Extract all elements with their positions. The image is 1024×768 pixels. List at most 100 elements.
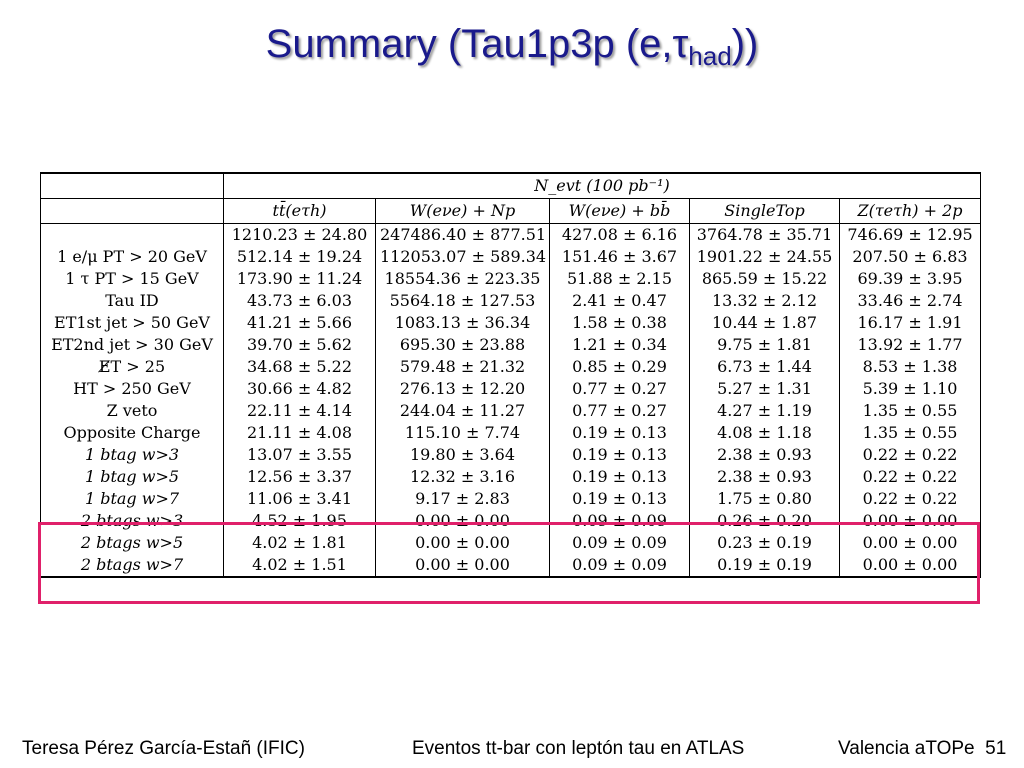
table-cell: 1.58 ± 0.38 [549, 312, 690, 334]
row-label: 1 btag w>7 [40, 488, 224, 510]
row-label: Tau ID [40, 290, 224, 312]
table-cell: 1.35 ± 0.55 [838, 422, 982, 444]
table-cell: 13.07 ± 3.55 [223, 444, 376, 466]
footer-venue-page: Valencia aTOPe 51 [838, 738, 1006, 760]
table-cell: 5.27 ± 1.31 [689, 378, 840, 400]
row-label: 2 btags w>7 [40, 554, 224, 578]
event-yield-table: N_evt (100 pb⁻¹) tt̄(eτh) W(eνe) + Np W(… [40, 172, 982, 578]
table-cell: 695.30 ± 23.88 [375, 334, 550, 356]
table-column-header-row: tt̄(eτh) W(eνe) + Np W(eνe) + bb̄ Single… [40, 198, 982, 224]
table-cell: 13.92 ± 1.77 [838, 334, 982, 356]
row-label: 1 btag w>5 [40, 466, 224, 488]
slide-title: Summary (Tau1p3p (e,τhad)) [0, 22, 1024, 72]
table-cell: 30.66 ± 4.82 [223, 378, 376, 400]
table-row: E̸T > 25 34.68 ± 5.22 579.48 ± 21.32 0.85 ±… [40, 356, 982, 378]
table-cell: 0.09 ± 0.09 [549, 532, 690, 554]
table-row: 2 btags w>3 4.52 ± 1.95 0.00 ± 0.00 0.09 ± … [40, 510, 982, 532]
table-cell: 0.00 ± 0.00 [375, 532, 550, 554]
table-group-header-row: N_evt (100 pb⁻¹) [40, 172, 982, 199]
table-cell: 21.11 ± 4.08 [223, 422, 376, 444]
table-cell: 6.73 ± 1.44 [689, 356, 840, 378]
table-row: 1 e/μ PT > 20 GeV 512.14 ± 19.24 112053.07… [40, 246, 982, 268]
table-row: ET1st jet > 50 GeV 41.21 ± 5.66 1083.13 ± … [40, 312, 982, 334]
table-cell: 39.70 ± 5.62 [223, 334, 376, 356]
table-cell: 69.39 ± 3.95 [838, 268, 982, 290]
table-cell: 0.09 ± 0.09 [549, 510, 690, 532]
table-cell: 1.21 ± 0.34 [549, 334, 690, 356]
results-table-container: N_evt (100 pb⁻¹) tt̄(eτh) W(eνe) + Np W(… [40, 172, 982, 596]
row-label: ET1st jet > 50 GeV [40, 312, 224, 334]
table-cell: 5.39 ± 1.10 [838, 378, 982, 400]
column-header: tt̄(eτh) [223, 198, 376, 224]
slide-title-close: )) [731, 22, 759, 66]
table-cell: 4.08 ± 1.18 [689, 422, 840, 444]
table-cell: 2.38 ± 0.93 [689, 466, 840, 488]
row-label: Z veto [40, 400, 224, 422]
table-row: 2 btags w>5 4.02 ± 1.81 0.00 ± 0.00 0.09 ± … [40, 532, 982, 554]
table-cell: 0.26 ± 0.20 [689, 510, 840, 532]
table-cell: 0.19 ± 0.13 [549, 444, 690, 466]
table-cell: 0.00 ± 0.00 [375, 554, 550, 578]
table-cell: 0.19 ± 0.13 [549, 466, 690, 488]
table-cell: 41.21 ± 5.66 [223, 312, 376, 334]
empty-corner-cell [40, 172, 224, 199]
table-cell: 0.85 ± 0.29 [549, 356, 690, 378]
table-body: 1210.23 ± 24.80 247486.40 ± 877.51 427.08 … [40, 223, 982, 578]
table-cell: 12.56 ± 3.37 [223, 466, 376, 488]
table-cell: 276.13 ± 12.20 [375, 378, 550, 400]
table-cell: 0.19 ± 0.19 [689, 554, 840, 578]
table-row: Opposite Charge 21.11 ± 4.08 115.10 ± 7.74… [40, 422, 982, 444]
table-cell: 0.22 ± 0.22 [838, 488, 982, 510]
table-cell: 4.02 ± 1.51 [223, 554, 376, 578]
table-row: 1 τ PT > 15 GeV 173.90 ± 11.24 18554.36 ± … [40, 268, 982, 290]
table-cell: 43.73 ± 6.03 [223, 290, 376, 312]
table-cell: 16.17 ± 1.91 [838, 312, 982, 334]
table-cell: 33.46 ± 2.74 [838, 290, 982, 312]
table-cell: 10.44 ± 1.87 [689, 312, 840, 334]
table-cell: 244.04 ± 11.27 [375, 400, 550, 422]
table-cell: 9.75 ± 1.81 [689, 334, 840, 356]
table-cell: 0.09 ± 0.09 [549, 554, 690, 578]
row-label: 1 e/μ PT > 20 GeV [40, 246, 224, 268]
column-header: SingleTop [689, 198, 840, 224]
table-cell: 1210.23 ± 24.80 [223, 223, 376, 246]
table-cell: 247486.40 ± 877.51 [375, 223, 550, 246]
empty-label-header [40, 198, 224, 224]
row-label: HT > 250 GeV [40, 378, 224, 400]
table-cell: 0.77 ± 0.27 [549, 400, 690, 422]
table-row: ET2nd jet > 30 GeV 39.70 ± 5.62 695.30 ± 2… [40, 334, 982, 356]
table-cell: 51.88 ± 2.15 [549, 268, 690, 290]
table-row: Z veto 22.11 ± 4.14 244.04 ± 11.27 0.77 ± 0… [40, 400, 982, 422]
row-label: 1 τ PT > 15 GeV [40, 268, 224, 290]
row-label: 2 btags w>5 [40, 532, 224, 554]
table-cell: 0.00 ± 0.00 [838, 532, 982, 554]
table-cell: 0.00 ± 0.00 [838, 510, 982, 532]
table-cell: 11.06 ± 3.41 [223, 488, 376, 510]
table-cell: 34.68 ± 5.22 [223, 356, 376, 378]
footer-author: Teresa Pérez García-Estañ (IFIC) [22, 738, 305, 759]
table-cell: 4.52 ± 1.95 [223, 510, 376, 532]
table-cell: 207.50 ± 6.83 [838, 246, 982, 268]
table-cell: 746.69 ± 12.95 [838, 223, 982, 246]
row-label: Opposite Charge [40, 422, 224, 444]
table-row: HT > 250 GeV 30.66 ± 4.82 276.13 ± 12.20 0.… [40, 378, 982, 400]
table-cell: 0.00 ± 0.00 [838, 554, 982, 578]
table-cell: 0.77 ± 0.27 [549, 378, 690, 400]
table-cell: 8.53 ± 1.38 [838, 356, 982, 378]
table-row: Tau ID 43.73 ± 6.03 5564.18 ± 127.53 2.41 ±… [40, 290, 982, 312]
table-cell: 0.19 ± 0.13 [549, 488, 690, 510]
row-label: ET2nd jet > 30 GeV [40, 334, 224, 356]
table-cell: 1.75 ± 0.80 [689, 488, 840, 510]
table-cell: 579.48 ± 21.32 [375, 356, 550, 378]
table-cell: 4.02 ± 1.81 [223, 532, 376, 554]
table-cell: 22.11 ± 4.14 [223, 400, 376, 422]
table-cell: 5564.18 ± 127.53 [375, 290, 550, 312]
table-cell: 112053.07 ± 589.34 [375, 246, 550, 268]
table-cell: 0.19 ± 0.13 [549, 422, 690, 444]
footer-talk-title: Eventos tt-bar con leptón tau en ATLAS [412, 738, 745, 759]
table-cell: 1.35 ± 0.55 [838, 400, 982, 422]
table-cell: 12.32 ± 3.16 [375, 466, 550, 488]
table-cell: 512.14 ± 19.24 [223, 246, 376, 268]
row-label: 1 btag w>3 [40, 444, 224, 466]
footer-page-number: 51 [985, 738, 1007, 759]
